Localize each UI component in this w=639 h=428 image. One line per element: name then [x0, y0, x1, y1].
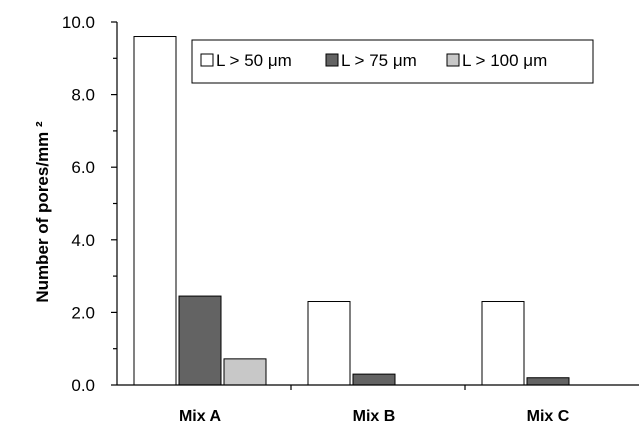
bar	[178, 295, 222, 386]
legend: L > 50 μm L > 75 μm L > 100 μm	[191, 39, 594, 84]
y-tick-label: 10.0	[62, 13, 95, 32]
y-tick-label: 2.0	[71, 303, 95, 322]
bar	[307, 301, 351, 386]
legend-label: L > 100 μm	[462, 51, 547, 70]
legend-box	[191, 39, 594, 84]
bar	[481, 301, 525, 386]
y-axis-title: Number of pores/mm ²	[33, 121, 52, 303]
y-tick-label: 0.0	[71, 376, 95, 395]
x-category-label: Mix C	[527, 408, 570, 425]
ticks-layer	[111, 21, 466, 390]
legend-label: L > 75 μm	[341, 51, 417, 70]
legend-swatch	[325, 53, 339, 67]
bar	[352, 373, 396, 386]
legend-swatch	[446, 53, 460, 67]
legend-swatch	[200, 53, 214, 67]
bar	[526, 377, 570, 386]
y-tick-label: 8.0	[71, 86, 95, 105]
bars-layer	[133, 36, 570, 386]
y-tick-label: 4.0	[71, 231, 95, 250]
bar	[223, 358, 267, 386]
bar	[133, 36, 177, 386]
x-category-label: Mix B	[353, 408, 396, 425]
labels-layer: 0.0 2.0 4.0 6.0 8.0 10.0 Mix A Mix B Mix C	[62, 13, 570, 425]
x-category-label: Mix A	[179, 408, 222, 425]
y-tick-label: 6.0	[71, 158, 95, 177]
legend-label: L > 50 μm	[216, 51, 292, 70]
